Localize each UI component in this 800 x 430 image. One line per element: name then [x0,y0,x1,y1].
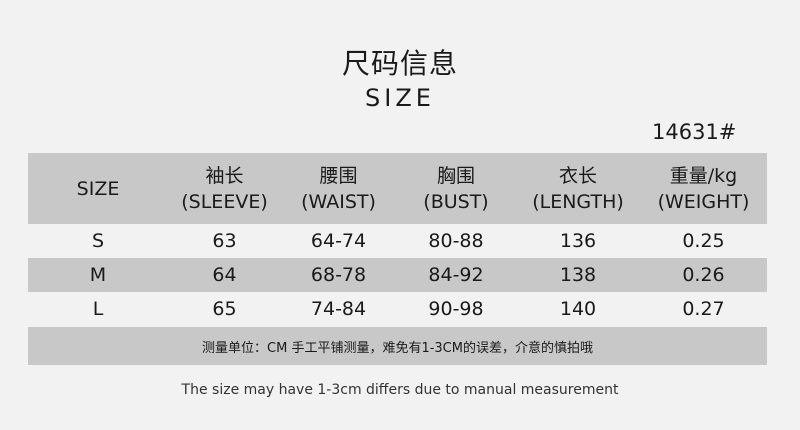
header-label-cn: 袖长 [205,164,244,187]
table-row: L 65 74-84 90-98 140 0.27 [28,292,767,326]
cell-waist: 68-78 [310,264,367,286]
size-table: SIZE 袖长 (SLEEVE) 腰围 (WAIST) 胸围 (BUST) 衣长 (LE… [28,153,767,326]
header-label-cn: 衣长 [558,164,597,187]
header-waist: 腰围 (WAIST) [281,163,396,215]
header-size: SIZE [28,176,168,202]
header-label-en: (SLEEVE) [181,190,268,213]
table-header: SIZE 袖长 (SLEEVE) 腰围 (WAIST) 胸围 (BUST) 衣长 (LE… [28,153,767,224]
header-label-en: (LENGTH) [532,190,624,213]
cell-length: 140 [559,298,597,320]
header-label-cn: 胸围 [436,164,475,187]
cell-length: 138 [559,264,597,286]
cell-size: S [91,230,105,252]
table-row: M 64 68-78 84-92 138 0.26 [28,258,767,292]
cell-waist: 74-84 [310,298,367,320]
cell-bust: 80-88 [428,230,484,252]
cell-waist: 64-74 [310,230,367,252]
header-label-en: (BUST) [423,190,489,213]
table-row: S 63 64-74 80-88 136 0.25 [28,224,767,258]
header-length: 衣长 (LENGTH) [516,163,640,215]
cell-weight: 0.26 [682,264,725,286]
cell-length: 136 [559,230,597,252]
title-chinese: 尺码信息 [341,47,458,80]
header-sleeve: 袖长 (SLEEVE) [168,163,281,215]
note-text: 测量单位：CM 手工平铺测量，难免有1-3CM的误差，介意的慎拍哦 [202,340,593,356]
header-label-en: (WAIST) [301,190,376,213]
cell-bust: 90-98 [428,298,484,320]
footer-note: The size may have 1-3cm differs due to m… [181,382,619,398]
title-english: SIZE [365,84,435,112]
header-label-en: (WEIGHT) [657,190,750,213]
cell-size: L [92,298,104,320]
cell-bust: 84-92 [428,264,484,286]
cell-sleeve: 65 [212,298,237,320]
cell-weight: 0.27 [682,298,725,320]
header-weight: 重量/kg (WEIGHT) [640,163,767,215]
cell-weight: 0.25 [682,230,725,252]
header-bust: 胸围 (BUST) [396,163,516,215]
cell-sleeve: 64 [212,264,237,286]
header-label-cn: 重量/kg [669,164,738,187]
header-label-cn: 腰围 [319,164,358,187]
cell-sleeve: 63 [212,230,237,252]
measurement-note: 测量单位：CM 手工平铺测量，难免有1-3CM的误差，介意的慎拍哦 [28,327,767,365]
header-label: SIZE [76,177,120,200]
product-code: 14631# [652,120,737,144]
cell-size: M [89,264,107,286]
